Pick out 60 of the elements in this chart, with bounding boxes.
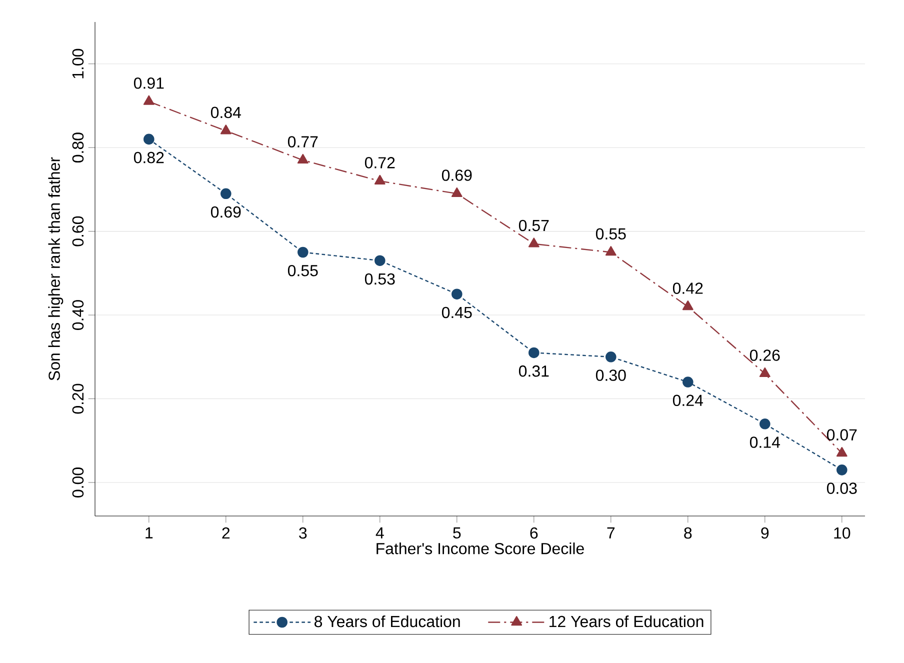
x-tick-label: 7: [607, 527, 615, 538]
point: [143, 95, 154, 105]
data-label: 0.69: [442, 170, 472, 181]
point: [760, 418, 770, 430]
x-axis-title: Father's Income Score Decile: [376, 542, 584, 554]
data-label: 0.31: [518, 365, 549, 377]
point: [759, 367, 770, 378]
y-axis-title: Son has higher rank than father: [48, 157, 64, 380]
point: [528, 238, 540, 248]
y-tick-label: 0.00: [72, 468, 84, 498]
point: [605, 246, 616, 256]
x-tick-label: 10: [834, 527, 850, 539]
data-label: 0.30: [596, 370, 626, 381]
data-label: 0.07: [826, 429, 857, 440]
point: [682, 376, 694, 388]
point: [374, 255, 386, 266]
data-label: 0.84: [210, 106, 241, 118]
data-label: 0.72: [364, 157, 395, 168]
y-tick-label: 0.20: [72, 384, 84, 414]
x-tick-label: 8: [684, 527, 692, 539]
x-tick-label: 4: [376, 527, 384, 538]
data-label: 0.26: [750, 350, 780, 361]
legend-label: 12 Years of Education: [550, 615, 704, 628]
x-tick-label: 3: [299, 527, 307, 539]
point: [606, 352, 616, 362]
data-label: 0.03: [826, 482, 857, 494]
data-label: 0.45: [442, 306, 472, 318]
y-tick-label: 0.80: [72, 132, 84, 163]
point: [220, 188, 232, 200]
y-tick-label: 0.40: [72, 300, 84, 330]
point: [298, 246, 308, 258]
point: [836, 446, 848, 457]
point: [297, 154, 308, 164]
data-label: 0.57: [518, 220, 549, 232]
y-tick-label: 0.60: [72, 216, 84, 246]
point: [452, 288, 462, 300]
point: [220, 124, 232, 134]
point: [374, 174, 386, 184]
data-label: 0.82: [134, 152, 164, 164]
data-label: 0.14: [750, 436, 780, 448]
point: [528, 347, 540, 358]
x-tick-label: 6: [530, 527, 538, 539]
point: [682, 300, 694, 310]
data-label: 0.53: [364, 273, 395, 285]
point: [144, 134, 154, 145]
x-tick-label: 1: [146, 527, 153, 538]
data-label: 0.42: [672, 282, 703, 294]
data-label: 0.55: [596, 228, 626, 240]
data-label: 0.24: [672, 394, 703, 406]
x-tick-label: 5: [453, 527, 461, 539]
point: [451, 187, 462, 198]
point: [836, 464, 848, 476]
data-label: 0.69: [210, 206, 241, 218]
y-tick-label: 1.00: [72, 48, 84, 78]
legend-label: 8 Years of Education: [314, 615, 460, 628]
data-label: 0.55: [288, 264, 318, 276]
data-label: 0.91: [134, 78, 164, 89]
x-tick-label: 9: [761, 527, 769, 539]
x-tick-label: 2: [222, 527, 230, 539]
data-label: 0.77: [288, 136, 318, 148]
